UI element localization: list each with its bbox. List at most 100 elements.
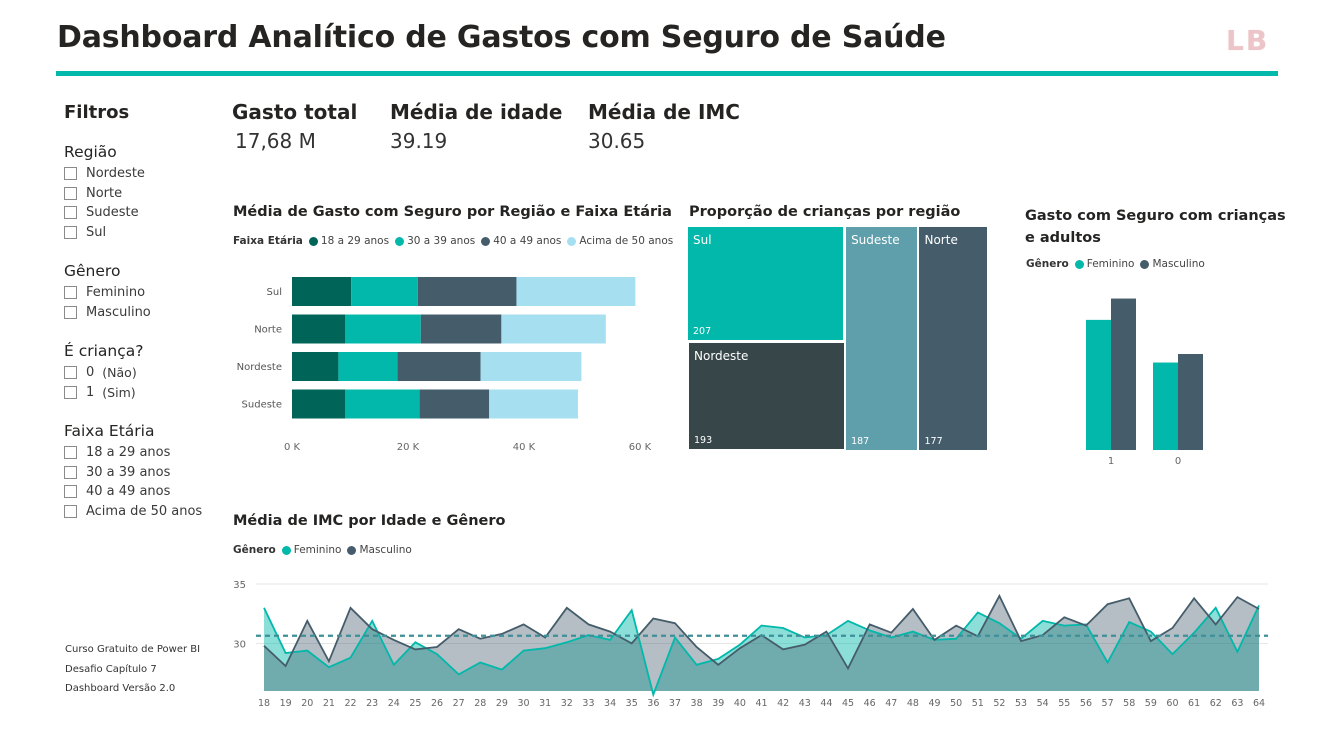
x-tick-label: 60 K	[629, 442, 652, 453]
filters-panel: Filtros Região Nordeste Norte Sudeste Sul Gên…	[64, 102, 224, 541]
filter-option[interactable]: 18 a 29 anos	[64, 443, 224, 463]
filter-option[interactable]: Acima de 50 anos	[64, 502, 224, 522]
column-bar[interactable]	[1178, 354, 1203, 450]
bar-segment[interactable]	[338, 352, 398, 381]
filter-option[interactable]: 1 (Sim)	[64, 383, 224, 403]
bar-segment[interactable]	[292, 277, 352, 306]
x-tick-label: 22	[344, 698, 356, 709]
x-tick-label: 43	[799, 698, 811, 709]
x-tick-label: 59	[1145, 698, 1157, 709]
checkbox[interactable]	[64, 446, 77, 460]
filter-option[interactable]: 30 a 39 anos	[64, 463, 224, 483]
filter-option[interactable]: 0 (Não)	[64, 363, 224, 383]
bar-segment[interactable]	[480, 352, 582, 381]
filter-option[interactable]: 40 a 49 anos	[64, 482, 224, 502]
filter-option-label: 40 a 49 anos	[86, 484, 171, 500]
x-tick-label: 50	[950, 698, 962, 709]
treemap-tile[interactable]: Nordeste 193	[689, 343, 845, 449]
bar-segment[interactable]	[397, 352, 481, 381]
bar-segment[interactable]	[501, 314, 606, 344]
x-tick-label: 62	[1210, 698, 1222, 709]
x-tick-label: 38	[691, 698, 703, 709]
kpi-gasto-total: Gasto total 17,68 M	[232, 100, 357, 153]
x-tick-label: 40	[734, 698, 746, 709]
treemap-label: Norte	[924, 233, 958, 247]
filter-option[interactable]: Masculino	[64, 303, 224, 323]
x-tick-label: 39	[712, 698, 724, 709]
treemap-value: 187	[851, 436, 870, 447]
checkbox[interactable]	[64, 485, 77, 499]
filter-option[interactable]: Feminino	[64, 283, 224, 303]
x-tick-label: 40 K	[513, 442, 536, 453]
column-bar[interactable]	[1111, 298, 1136, 450]
bar-segment[interactable]	[292, 352, 339, 381]
credits: Curso Gratuito de Power BI Desafio Capít…	[65, 640, 200, 699]
x-tick-label: 53	[1015, 698, 1027, 709]
legend-title: Faixa Etária	[233, 235, 303, 247]
bar-segment[interactable]	[417, 277, 517, 306]
x-tick-label: 42	[777, 698, 789, 709]
series-line[interactable]	[263, 605, 1260, 698]
filter-group: Gênero Feminino Masculino	[64, 262, 224, 322]
legend-item: Acima de 50 anos	[567, 235, 673, 247]
checkbox[interactable]	[64, 504, 77, 518]
checkbox[interactable]	[64, 305, 77, 319]
bar-segment[interactable]	[516, 277, 636, 306]
page-title: Dashboard Analítico de Gastos com Seguro…	[57, 20, 946, 55]
x-tick-label: 20 K	[397, 442, 420, 453]
y-tick-label: 30	[233, 639, 246, 650]
kpi-media-idade: Média de idade 39.19	[390, 100, 563, 153]
area-chart: 30 35 18 19 20 21 22 23 24 25 26 27 28 29 30 31 32 33 34 35…	[233, 580, 1268, 709]
bar-segment[interactable]	[420, 314, 502, 344]
kpi-media-imc: Média de IMC 30.65	[588, 100, 740, 153]
x-tick-label: 0	[1175, 456, 1181, 467]
x-tick-label: 41	[755, 698, 767, 709]
x-tick-label: 36	[647, 698, 659, 709]
checkbox[interactable]	[64, 366, 77, 380]
filter-group: Região Nordeste Norte Sudeste Sul	[64, 143, 224, 242]
x-tick-label: 31	[539, 698, 551, 709]
checkbox[interactable]	[64, 286, 77, 300]
treemap-tile[interactable]: Norte 177	[919, 227, 987, 450]
x-tick-label: 37	[669, 698, 681, 709]
x-tick-label: 27	[453, 698, 465, 709]
filter-option[interactable]: Nordeste	[64, 164, 224, 184]
column-bar[interactable]	[1153, 362, 1178, 450]
filter-option[interactable]: Sudeste	[64, 203, 224, 223]
bar-segment[interactable]	[419, 389, 490, 419]
filter-option-sublabel: (Sim)	[102, 384, 136, 400]
filter-group-title: É criança?	[64, 342, 144, 360]
column-bar[interactable]	[1086, 319, 1111, 450]
treemap-value: 177	[924, 436, 943, 447]
checkbox[interactable]	[64, 225, 77, 239]
treemap-tile[interactable]: Sudeste 187	[846, 227, 918, 450]
x-tick-label: 52	[993, 698, 1005, 709]
x-tick-label: 63	[1231, 698, 1243, 709]
filter-group: Faixa Etária 18 a 29 anos 30 a 39 anos 40 a…	[64, 422, 224, 521]
x-tick-label: 35	[626, 698, 638, 709]
legend-title: Gênero	[1026, 258, 1069, 270]
bar-segment[interactable]	[345, 389, 420, 419]
checkbox[interactable]	[64, 206, 77, 220]
checkbox[interactable]	[64, 186, 77, 200]
category-label: Sul	[267, 287, 282, 298]
treemap-tile[interactable]: Sul 207	[688, 227, 844, 341]
bar-segment[interactable]	[292, 314, 346, 344]
filter-group: É criança? 0 (Não) 1 (Sim)	[64, 342, 224, 402]
x-tick-label: 46	[864, 698, 876, 709]
filter-group-title: Região	[64, 143, 117, 161]
x-tick-label: 47	[885, 698, 897, 709]
treemap-chart: Sul 207 Nordeste 193 Sudeste 187 Norte 177	[688, 227, 988, 450]
bar-segment[interactable]	[345, 314, 421, 344]
filter-option[interactable]: Norte	[64, 184, 224, 204]
legend-label: Masculino	[1152, 258, 1205, 270]
x-tick-label: 48	[907, 698, 919, 709]
checkbox[interactable]	[64, 465, 77, 479]
checkbox[interactable]	[64, 385, 77, 399]
bar-segment[interactable]	[489, 389, 578, 419]
checkbox[interactable]	[64, 167, 77, 181]
bar-segment[interactable]	[351, 277, 418, 306]
filter-option[interactable]: Sul	[64, 223, 224, 243]
filters-title: Filtros	[64, 102, 130, 123]
bar-segment[interactable]	[292, 389, 346, 419]
